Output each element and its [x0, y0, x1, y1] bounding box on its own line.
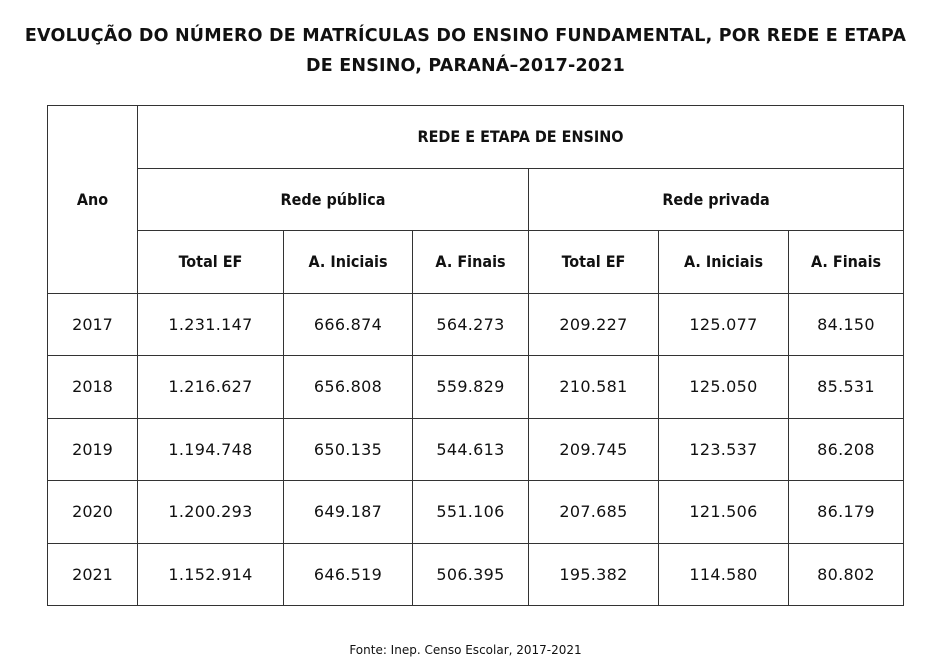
table-row: 2019 1.194.748 650.135 544.613 209.745 1…	[47, 417, 905, 481]
cell-privada-total-ef: 210.581	[528, 355, 659, 419]
cell-publica-anos-finais: 506.395	[412, 542, 529, 606]
table-row: 2018 1.216.627 656.808 559.829 210.581 1…	[47, 355, 905, 419]
cell-publica-anos-finais: 551.106	[412, 480, 529, 544]
subheader-privada-anos-finais: A. Finais	[787, 230, 905, 294]
header-rede-privada: Rede privada	[527, 167, 905, 231]
table-title-line-2: DE ENSINO, PARANÁ–2017-2021	[306, 56, 625, 76]
cell-publica-total-ef: 1.194.748	[137, 417, 284, 481]
header-rede-etapa: REDE E ETAPA DE ENSINO	[136, 105, 905, 169]
cell-publica-anos-iniciais: 666.874	[283, 292, 413, 356]
cell-year: 2017	[47, 292, 138, 356]
cell-publica-total-ef: 1.152.914	[137, 542, 284, 606]
cell-publica-total-ef: 1.200.293	[137, 480, 284, 544]
table-row: 2020 1.200.293 649.187 551.106 207.685 1…	[47, 480, 905, 544]
subheader-publica-anos-finais: A. Finais	[412, 230, 529, 294]
cell-publica-total-ef: 1.216.627	[137, 355, 284, 419]
header-row-network: Rede pública Rede privada	[48, 167, 905, 231]
cell-privada-anos-finais: 85.531	[787, 355, 905, 419]
cell-privada-anos-finais: 80.802	[787, 542, 905, 606]
subheader-privada-total-ef: Total EF	[528, 230, 659, 294]
subheader-publica-anos-iniciais: A. Iniciais	[283, 230, 413, 294]
cell-year: 2021	[47, 542, 138, 606]
cell-year: 2020	[47, 480, 138, 544]
cell-publica-anos-finais: 564.273	[412, 292, 529, 356]
cell-privada-anos-iniciais: 114.580	[658, 542, 789, 606]
cell-publica-anos-iniciais: 656.808	[283, 355, 413, 419]
cell-publica-anos-iniciais: 650.135	[283, 417, 413, 481]
subheader-privada-anos-iniciais: A. Iniciais	[658, 230, 789, 294]
cell-privada-anos-finais: 84.150	[787, 292, 905, 356]
source-note: Fonte: Inep. Censo Escolar, 2017-2021	[349, 643, 582, 657]
cell-privada-total-ef: 195.382	[528, 542, 659, 606]
cell-privada-anos-iniciais: 121.506	[658, 480, 789, 544]
cell-privada-anos-finais: 86.208	[787, 417, 905, 481]
cell-privada-total-ef: 207.685	[528, 480, 659, 544]
cell-publica-anos-iniciais: 649.187	[283, 480, 413, 544]
cell-privada-total-ef: 209.227	[528, 292, 659, 356]
cell-publica-anos-finais: 559.829	[412, 355, 529, 419]
cell-publica-anos-finais: 544.613	[412, 417, 529, 481]
header-rede-publica: Rede pública	[137, 167, 529, 231]
header-row-group: Ano REDE E ETAPA DE ENSINO	[47, 105, 905, 294]
table-title-line-1: EVOLUÇÃO DO NÚMERO DE MATRÍCULAS DO ENSI…	[24, 26, 907, 46]
cell-privada-anos-iniciais: 125.077	[658, 292, 789, 356]
header-ano: Ano	[47, 105, 138, 294]
cell-year: 2019	[47, 417, 138, 481]
cell-publica-total-ef: 1.231.147	[137, 292, 284, 356]
header-row-stage: Total EF A. Iniciais A. Finais Total EF …	[48, 230, 905, 294]
table-row: 2017 1.231.147 666.874 564.273 209.227 1…	[47, 292, 905, 356]
cell-privada-anos-iniciais: 125.050	[658, 355, 789, 419]
cell-privada-anos-finais: 86.179	[787, 480, 905, 544]
cell-year: 2018	[47, 355, 138, 419]
cell-privada-total-ef: 209.745	[528, 417, 659, 481]
cell-publica-anos-iniciais: 646.519	[283, 542, 413, 606]
table-row: 2021 1.152.914 646.519 506.395 195.382 1…	[47, 542, 905, 606]
subheader-publica-total-ef: Total EF	[137, 230, 284, 294]
enrollment-table: Ano REDE E ETAPA DE ENSINO Rede pública …	[47, 105, 905, 606]
cell-privada-anos-iniciais: 123.537	[658, 417, 789, 481]
table-title: EVOLUÇÃO DO NÚMERO DE MATRÍCULAS DO ENSI…	[20, 21, 911, 81]
